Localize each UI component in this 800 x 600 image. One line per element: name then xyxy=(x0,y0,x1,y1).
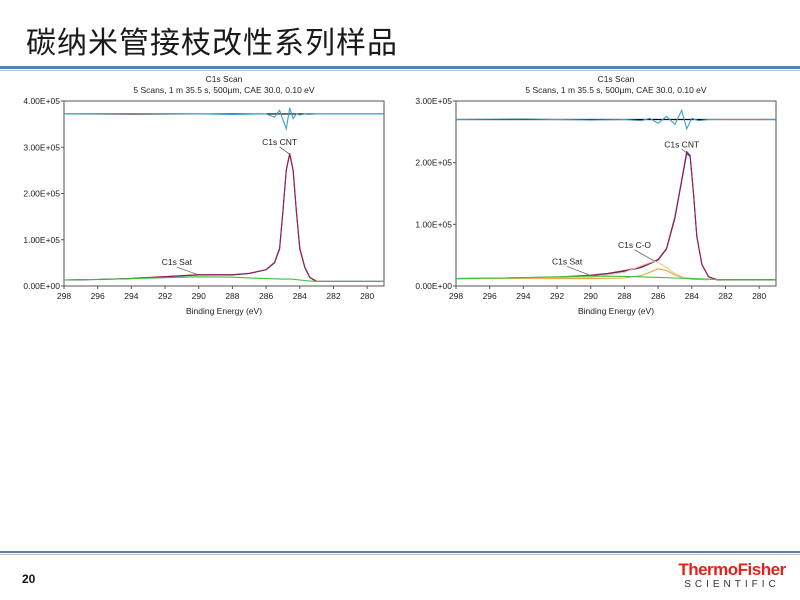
chart-title: C1s Scan xyxy=(598,74,635,84)
chart-subtitle: 5 Scans, 1 m 35.5 s, 500µm, CAE 30.0, 0.… xyxy=(525,85,706,95)
series-line-5 xyxy=(455,275,776,281)
peak-label-leader xyxy=(634,249,655,262)
x-tick-label: 292 xyxy=(158,291,172,301)
x-tick-label: 284 xyxy=(685,291,699,301)
slide-title: 碳纳米管接枝改性系列样品 xyxy=(26,26,398,61)
plot-frame xyxy=(455,100,777,287)
x-tick-label: 288 xyxy=(617,291,631,301)
x-tick-label: 288 xyxy=(225,291,239,301)
x-tick-label: 282 xyxy=(326,291,340,301)
peak-label-leader xyxy=(681,148,691,156)
x-tick-label: 284 xyxy=(293,291,307,301)
x-tick-label: 292 xyxy=(550,291,564,301)
bottom-rule xyxy=(0,551,800,553)
peak-label-leader xyxy=(279,146,290,155)
brand-name: ThermoFisher xyxy=(678,560,786,579)
series-line-3 xyxy=(63,276,384,282)
top-rule-thin xyxy=(0,70,800,71)
y-tick-label: 1.00E+05 xyxy=(415,219,452,229)
x-tick-label: 290 xyxy=(584,291,598,301)
peak-label: C1s C-O xyxy=(618,240,651,250)
page-number: 20 xyxy=(22,572,36,586)
peak-label-leader xyxy=(567,266,591,276)
plot-frame xyxy=(63,100,385,287)
x-tick-label: 294 xyxy=(516,291,530,301)
x-tick-label: 286 xyxy=(651,291,665,301)
y-tick-label: 1.00E+05 xyxy=(23,235,60,245)
y-tick-label: 2.00E+05 xyxy=(415,158,452,168)
x-tick-label: 290 xyxy=(192,291,206,301)
y-tick-label: 3.00E+05 xyxy=(23,142,60,152)
y-tick-label: 3.00E+05 xyxy=(415,96,452,106)
x-tick-label: 298 xyxy=(449,291,463,301)
x-tick-label: 296 xyxy=(483,291,497,301)
peak-label: C1s Sat xyxy=(162,257,193,267)
brand-subname: SCIENTIFIC xyxy=(684,579,780,590)
x-tick-label: 286 xyxy=(259,291,273,301)
x-tick-label: 294 xyxy=(124,291,138,301)
chart-title: C1s Scan xyxy=(206,74,243,84)
x-tick-label: 280 xyxy=(360,291,374,301)
series-line-4 xyxy=(63,107,384,131)
bottom-rule-thin xyxy=(0,554,800,555)
x-tick-label: 282 xyxy=(718,291,732,301)
x-axis-label: Binding Energy (eV) xyxy=(578,306,654,316)
brand-logo: ThermoFisher SCIENTIFIC xyxy=(672,560,792,590)
x-tick-label: 298 xyxy=(57,291,71,301)
peak-label: C1s CNT xyxy=(664,139,699,149)
top-rule xyxy=(0,66,800,69)
x-tick-label: 280 xyxy=(752,291,766,301)
peak-label-leader xyxy=(176,266,199,276)
y-tick-label: 0.00E+00 xyxy=(415,281,452,291)
peak-label: C1s Sat xyxy=(552,256,583,266)
peak-label: C1s CNT xyxy=(262,137,297,147)
chart-subtitle: 5 Scans, 1 m 35.5 s, 500µm, CAE 30.0, 0.… xyxy=(133,85,314,95)
x-tick-label: 296 xyxy=(91,291,105,301)
series-line-6 xyxy=(455,108,776,131)
y-tick-label: 2.00E+05 xyxy=(23,189,60,199)
y-tick-label: 0.00E+00 xyxy=(23,281,60,291)
y-tick-label: 4.00E+05 xyxy=(23,96,60,106)
x-axis-label: Binding Energy (eV) xyxy=(186,306,262,316)
